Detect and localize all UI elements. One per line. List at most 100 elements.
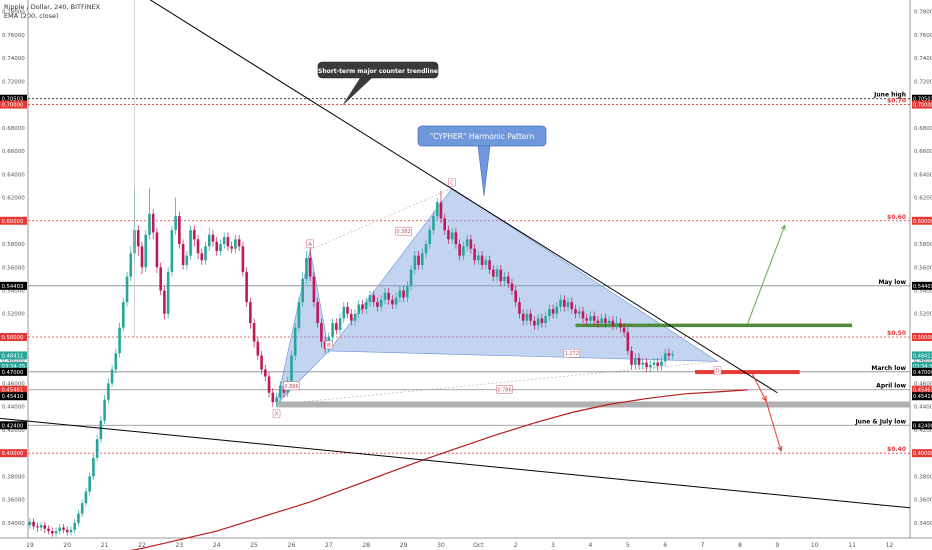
fib-ratio-box xyxy=(496,384,513,394)
candle-body xyxy=(394,297,398,305)
long-term-trendline xyxy=(0,417,911,509)
cypher-pattern-bcd xyxy=(328,187,719,362)
price-badge-right xyxy=(912,100,932,109)
price-badge-left xyxy=(0,392,27,401)
candle-body xyxy=(357,304,361,314)
candle-body xyxy=(241,246,245,272)
candle-body xyxy=(409,269,413,286)
y-tick-label-left: 0.38000 xyxy=(2,474,25,480)
candle-body xyxy=(230,246,233,249)
y-tick-label-left: 0.52000 xyxy=(2,312,25,318)
price-badge-right-text: 0.47000 xyxy=(913,370,932,376)
price-badge-right xyxy=(912,367,932,376)
candle-body xyxy=(443,218,447,231)
candle-body xyxy=(667,353,671,356)
candle-body xyxy=(256,341,260,356)
pattern-point-marker xyxy=(713,366,722,375)
candle-body xyxy=(264,369,267,377)
price-badge-right-text: 0.60000 xyxy=(913,219,932,225)
candle-body xyxy=(271,392,275,403)
price-level-label: $0.60 xyxy=(887,214,906,221)
price-badge-right-text: 0.70000 xyxy=(913,103,932,109)
candle-body xyxy=(278,385,282,398)
y-tick-label-right: 0.66000 xyxy=(914,149,932,155)
bearish-projection-arrow xyxy=(765,400,782,451)
candle-body xyxy=(342,306,346,319)
candle-body xyxy=(47,528,50,532)
resistance-zone-green xyxy=(575,323,853,328)
y-tick-label-right: 0.58000 xyxy=(914,242,932,248)
ema-200-line xyxy=(130,389,748,550)
candle-body xyxy=(465,239,469,247)
price-level-label: March low xyxy=(871,365,906,372)
candle-body xyxy=(215,241,219,251)
bullish-projection-arrow xyxy=(746,225,786,325)
price-badge-left-text: 0.40000 xyxy=(2,451,25,457)
price-badge-right-text: 0.70503 xyxy=(913,97,932,103)
candle-body xyxy=(634,357,637,365)
pattern-ratio-line xyxy=(276,361,718,405)
fib-ratio-label: 0.382 xyxy=(396,229,410,235)
y-tick-label-right: 0.68000 xyxy=(914,126,932,132)
bearish-projection-arrow xyxy=(750,371,767,402)
price-badge-right xyxy=(912,392,932,401)
candle-body xyxy=(585,318,589,321)
candle-body xyxy=(181,244,185,265)
candle-body xyxy=(118,327,121,354)
candle-body xyxy=(637,357,641,365)
candle-body xyxy=(548,309,551,317)
trendline-callout-box xyxy=(317,61,439,79)
x-tick-label: 2 xyxy=(514,542,518,549)
candle-body xyxy=(364,302,368,310)
candle-body xyxy=(136,230,140,247)
x-tick-label: 9 xyxy=(775,542,779,549)
candle-body xyxy=(166,271,170,314)
x-tick-label: 23 xyxy=(176,542,184,549)
candle-body xyxy=(555,306,559,314)
x-tick-label: 20 xyxy=(63,542,71,549)
candle-body xyxy=(566,302,570,307)
price-badge-right xyxy=(912,94,932,103)
candle-body xyxy=(540,318,544,324)
x-tick-label: 12 xyxy=(886,542,894,549)
x-tick-label: 6 xyxy=(663,542,667,549)
candle-body xyxy=(645,362,648,368)
candle-body xyxy=(110,369,114,384)
candle-body xyxy=(174,216,177,231)
y-tick-label-right: 0.78000 xyxy=(914,10,932,16)
y-tick-label-right: 0.74000 xyxy=(914,56,932,62)
candle-body xyxy=(103,399,106,421)
price-badge-left xyxy=(0,421,27,430)
candle-body xyxy=(99,420,103,440)
candle-body xyxy=(495,269,499,277)
candle-body xyxy=(406,285,409,298)
y-tick-label-right: 0.46000 xyxy=(914,381,932,387)
x-tick-label: 10 xyxy=(811,542,819,549)
candle-body xyxy=(417,255,420,265)
candle-body xyxy=(159,267,162,291)
price-badge-right-text: 0.45461 xyxy=(913,388,932,394)
y-tick-label-left: 0.68000 xyxy=(2,126,25,132)
indicator-legend: EMA (200, close) xyxy=(4,12,59,20)
support-zone-red xyxy=(695,370,800,375)
price-badge-right xyxy=(912,332,932,341)
x-tick-label: 24 xyxy=(213,542,221,549)
candle-body xyxy=(420,253,424,265)
price-badge-right-text: 0.45410 xyxy=(913,394,932,400)
candle-body xyxy=(376,302,379,307)
candle-body xyxy=(290,355,293,382)
fib-ratio-box xyxy=(283,381,300,391)
candle-body xyxy=(447,230,450,240)
candle-body xyxy=(77,513,80,523)
pattern-callout-text: "CYPHER" Harmonic Pattern xyxy=(430,132,535,141)
candle-body xyxy=(574,309,577,314)
price-badge-right xyxy=(912,216,932,225)
price-badge-right xyxy=(912,281,932,290)
candle-body xyxy=(237,239,241,247)
pattern-point-label: X xyxy=(275,412,279,418)
price-badge-left xyxy=(0,367,27,376)
candle-body xyxy=(499,269,503,282)
candle-body xyxy=(626,332,630,351)
candle-body xyxy=(652,362,656,365)
